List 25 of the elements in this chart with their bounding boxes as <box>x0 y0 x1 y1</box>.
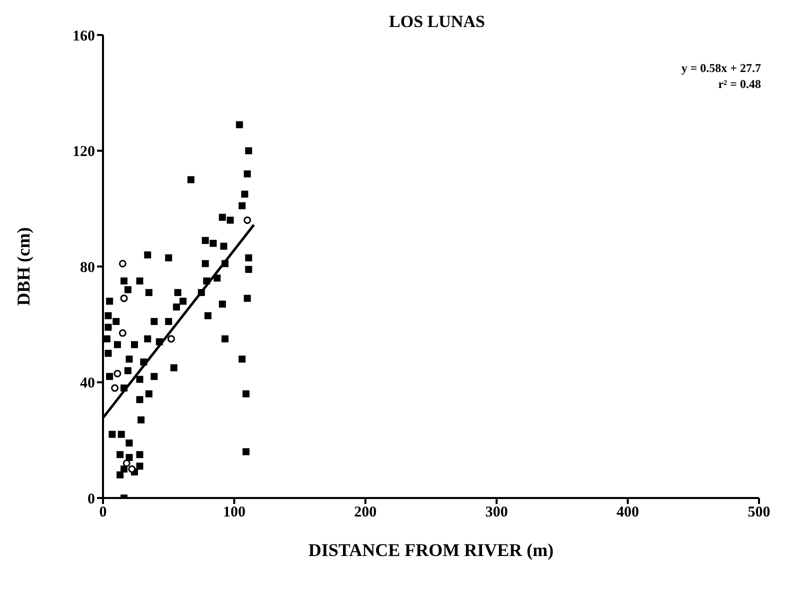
point <box>114 370 122 378</box>
point <box>244 216 252 224</box>
point <box>118 329 126 337</box>
point <box>167 335 175 343</box>
x-tick-label: 300 <box>485 504 508 521</box>
point <box>122 460 130 468</box>
y-tick-label: 160 <box>72 28 95 44</box>
x-tick-label: 500 <box>748 504 770 521</box>
y-axis-title: DBH (cm) <box>13 227 34 306</box>
y-tick-label: 0 <box>88 491 95 508</box>
chart-title: LOS LUNAS <box>388 12 486 32</box>
point <box>111 384 119 392</box>
x-tick-label: 400 <box>616 504 640 521</box>
annotation: y = 0.58x + 27.7 <box>681 60 761 76</box>
point <box>118 260 126 268</box>
point <box>120 294 128 302</box>
x-tick-label: 100 <box>222 504 246 521</box>
point <box>128 465 136 473</box>
y-tick-label: 80 <box>80 260 95 276</box>
y-tick-label: 120 <box>72 144 95 160</box>
annotation: r² = 0.48 <box>717 76 761 92</box>
x-axis-title: DISTANCE FROM RIVER (m) <box>308 540 554 560</box>
y-tick-label: 40 <box>80 376 95 392</box>
x-tick-label: 0 <box>99 504 107 521</box>
x-tick-label: 200 <box>354 504 377 521</box>
